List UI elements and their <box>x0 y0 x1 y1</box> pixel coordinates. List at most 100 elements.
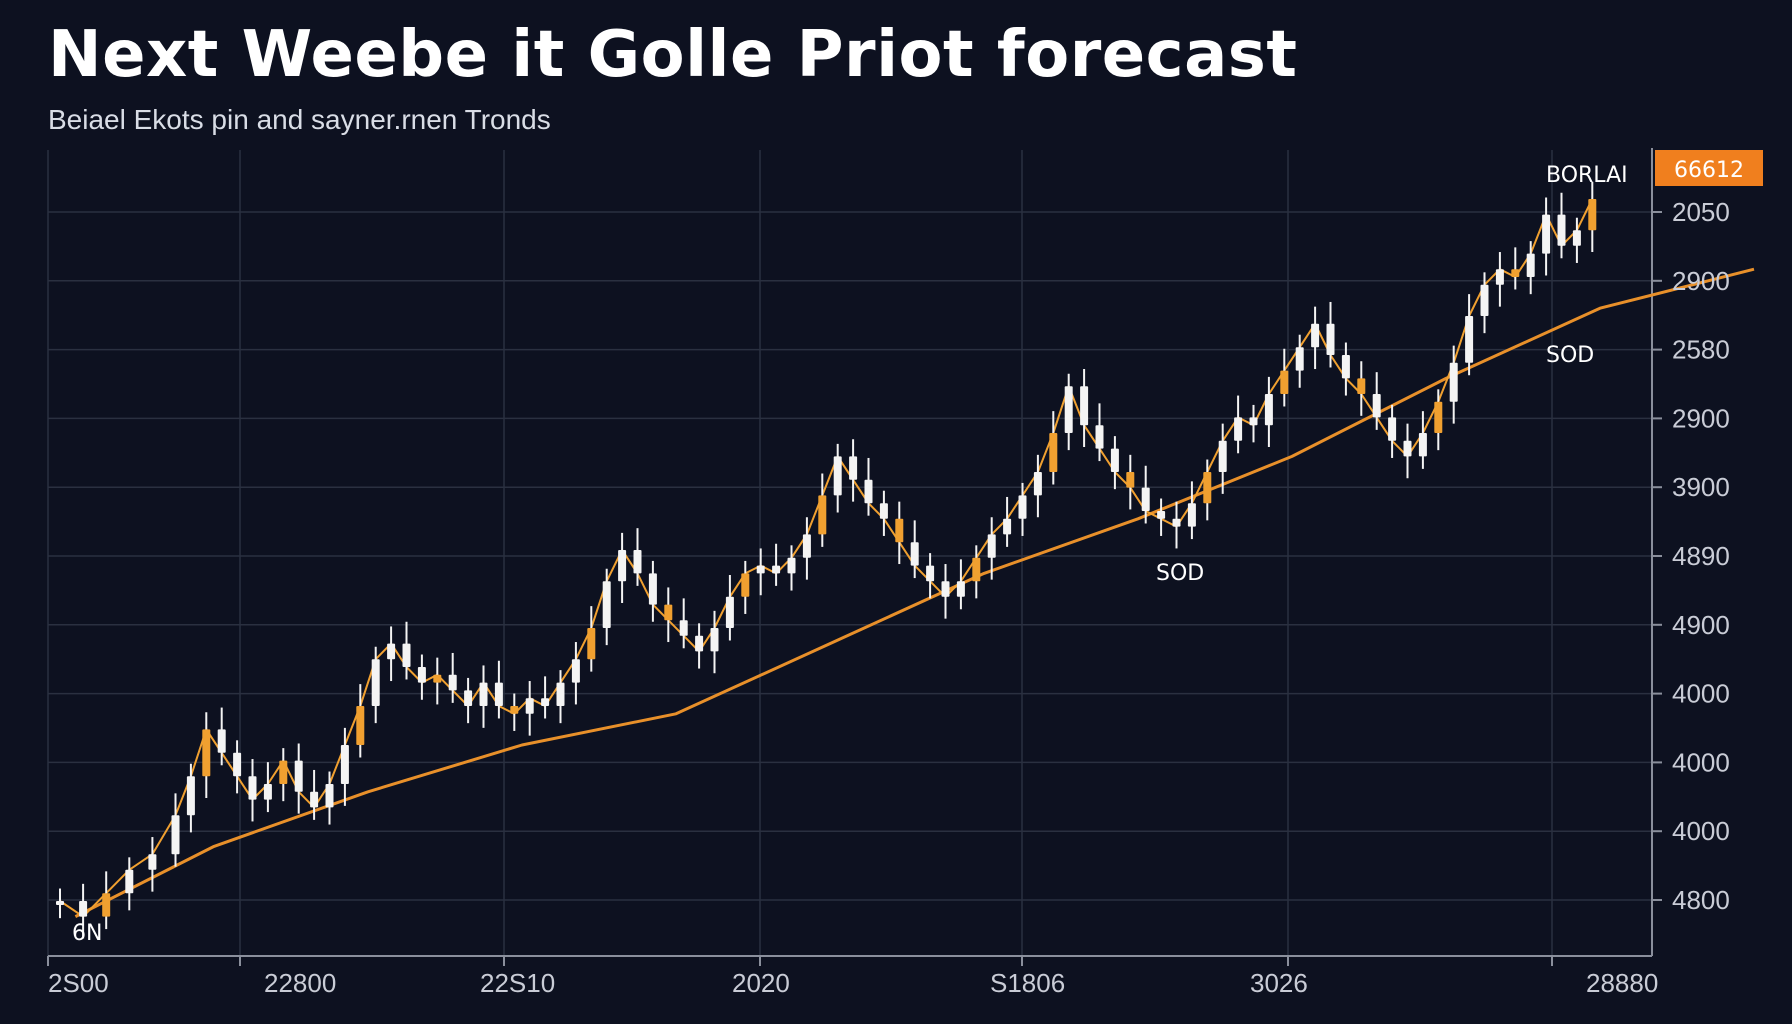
candle-body <box>340 745 349 784</box>
candle-body <box>294 760 303 792</box>
y-tick-label: 4800 <box>1672 885 1730 915</box>
annotation-sod-upper: SOD <box>1546 343 1594 368</box>
chart-grid <box>47 150 1652 956</box>
candle-body <box>864 479 873 504</box>
candle-body <box>1187 503 1196 527</box>
candle-body <box>648 573 657 605</box>
candle-body <box>587 628 596 660</box>
x-tick-label: 2020 <box>732 968 790 998</box>
candle-body <box>741 573 750 597</box>
candle-body <box>202 729 211 777</box>
candle-body <box>325 784 334 808</box>
candle-body <box>387 643 396 660</box>
candle-body <box>171 815 180 855</box>
x-tick-label: 3026 <box>1250 968 1308 998</box>
price-badge-bg <box>1655 150 1763 186</box>
candle-body <box>1172 518 1181 527</box>
candle-body <box>525 698 534 714</box>
candle-body <box>1064 386 1073 433</box>
candle-body <box>1388 417 1397 441</box>
candle-body <box>895 518 904 543</box>
candle-body <box>1018 495 1027 519</box>
candle-body <box>849 456 858 480</box>
candle-body <box>941 581 950 597</box>
y-tick-label: 2900 <box>1672 266 1730 296</box>
candle-body <box>633 550 642 574</box>
candle-body <box>248 776 257 800</box>
candle-body <box>772 565 781 574</box>
candle-body <box>125 869 134 894</box>
candle-body <box>1418 433 1427 457</box>
x-axis-ticks: 2S00 22800 22S10 2020 S1806 3026 28880 <box>47 956 1658 998</box>
candle-body <box>802 534 811 558</box>
price-badge: 66612 <box>1674 158 1744 183</box>
annotation-sod-lower: SOD <box>1156 561 1204 586</box>
x-tick-label: 22S10 <box>480 968 555 998</box>
y-tick-label: 2900 <box>1672 403 1730 433</box>
candle-body <box>1449 362 1458 402</box>
candle-body <box>433 674 442 683</box>
candle-body <box>1110 448 1119 472</box>
x-tick-label: 28880 <box>1586 968 1658 998</box>
x-tick-label: 2S00 <box>48 968 109 998</box>
candle-body <box>1557 214 1566 246</box>
candle-body <box>1157 511 1166 519</box>
candle-body <box>756 565 765 574</box>
candle-body <box>356 706 365 745</box>
candle-body <box>602 581 611 628</box>
candle-body <box>710 628 719 652</box>
candle-body <box>879 503 888 519</box>
candle-body <box>217 729 226 753</box>
candle-body <box>1572 230 1581 246</box>
candle-body <box>664 604 673 621</box>
candle-body <box>310 791 319 808</box>
candle-body <box>102 893 111 917</box>
candle-body <box>1080 386 1089 426</box>
candle-body <box>510 706 519 714</box>
candle-body <box>1264 394 1273 426</box>
annotation-6n: 6N <box>72 921 102 946</box>
candle-body <box>695 635 704 652</box>
y-tick-label: 4890 <box>1672 541 1730 571</box>
candle-body <box>279 760 288 784</box>
candle-body <box>1403 440 1412 457</box>
chart-title: Next Weebe it Golle Priot forecast <box>48 18 1298 92</box>
candle-body <box>1141 487 1150 511</box>
trend-line-group <box>74 267 1755 918</box>
candle-body <box>1542 214 1551 254</box>
candle-body <box>910 542 919 566</box>
candle-body <box>833 456 842 496</box>
candle-body <box>371 659 380 706</box>
candle-body <box>79 901 88 917</box>
candle-body <box>1326 323 1335 355</box>
candle-body <box>1372 394 1381 418</box>
candle-body <box>987 534 996 558</box>
candle-body <box>1249 417 1258 426</box>
candle-body <box>233 752 242 777</box>
candle-body <box>1480 284 1489 316</box>
x-tick-label: 22800 <box>264 968 336 998</box>
candle-body <box>148 854 157 870</box>
candle-body <box>725 596 734 628</box>
y-tick-label: 4000 <box>1672 679 1730 709</box>
candle-body <box>56 901 64 905</box>
candle-body <box>926 565 935 582</box>
y-tick-label: 3900 <box>1672 472 1730 502</box>
candle-body <box>1511 269 1520 277</box>
candle-body <box>1203 472 1212 504</box>
price-line <box>59 198 1594 918</box>
candle-body <box>972 557 981 582</box>
y-tick-label: 2580 <box>1672 335 1730 365</box>
candle-body <box>1465 316 1474 363</box>
price-series-group <box>59 198 1594 918</box>
y-axis-ticks: 2050 2900 2580 2900 3900 4890 4900 4000 4000 4000… <box>1652 197 1730 915</box>
y-tick-label: 4000 <box>1672 816 1730 846</box>
candle-body <box>1280 370 1289 394</box>
candle-body <box>402 643 411 667</box>
candle-body <box>1033 472 1042 496</box>
candle-body <box>1526 253 1535 277</box>
chart-subtitle: Beiael Ekots pin and sayner.rnen Tronds <box>48 104 551 135</box>
annotation-borlai: BORLAI <box>1546 163 1628 188</box>
candle-body <box>818 495 827 535</box>
candle-body <box>1495 269 1504 285</box>
